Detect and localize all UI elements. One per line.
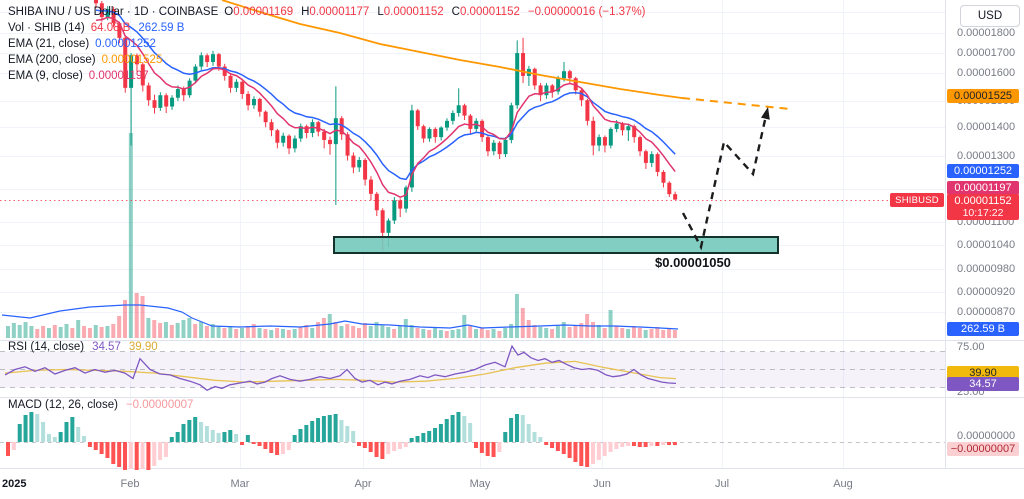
axis-tick-label: 0.00001040 — [957, 239, 1016, 251]
rsi-band — [0, 351, 945, 388]
ema200-legend-value: 0.00001525 — [101, 54, 163, 66]
rsi-line — [4, 344, 677, 391]
ema21-price-badge: 0.00001252 — [947, 164, 1019, 178]
volume-bars — [6, 133, 677, 338]
macd-legend-title: MACD (12, 26, close) — [8, 399, 118, 411]
macd-legend-row[interactable]: MACD (12, 26, close) −0.00000007 — [8, 399, 193, 411]
ema21-legend-title: EMA (21, close) — [8, 38, 90, 50]
support-price-annotation: $0.00001050 — [655, 255, 731, 270]
ema200-projection-dashed — [681, 97, 791, 110]
support-zone-rectangle — [333, 236, 779, 254]
ema21-legend-row[interactable]: EMA (21, close) 0.00001252 — [8, 36, 654, 52]
projection-arrow — [681, 110, 769, 251]
axis-tick-label: 0.00000870 — [957, 306, 1016, 318]
rsi-legend-title: RSI (14, close) — [8, 341, 85, 353]
ohlc-key: H — [301, 6, 310, 18]
rsi-ma-badge: 39.90 — [947, 366, 1019, 380]
ema21-legend-value: 0.00001252 — [95, 38, 156, 50]
time-axis-month-label: May — [469, 478, 491, 490]
ohlc-value: 0.00001152 — [383, 6, 444, 18]
ema9-legend-title: EMA (9, close) — [8, 70, 83, 82]
volume-ma-line — [1, 304, 679, 330]
macd-legend-value: −0.00000007 — [125, 399, 194, 411]
ema200-price-badge: 0.00001525 — [947, 89, 1019, 103]
axis-tick-label: 0.00000000 — [957, 430, 1016, 442]
ohlc-key: C — [451, 6, 460, 18]
ohlc-value: −0.00000016 (−1.37%) — [527, 6, 646, 18]
time-axis[interactable]: 2025 Feb Mar Apr May Jun Jul Aug — [0, 468, 1024, 499]
ema9-legend-row[interactable]: EMA (9, close) 0.00001197 — [8, 68, 654, 84]
ohlc-value: 0.00001177 — [309, 6, 370, 18]
price-axis[interactable]: 0.000018000.000017000.000016000.00001500… — [946, 0, 1024, 468]
axis-tick-label: 0.00001300 — [957, 150, 1016, 162]
axis-tick-label: 0.00001800 — [957, 27, 1016, 39]
symbol-price-chip: SHIBUSD — [890, 193, 944, 207]
last-price-badge: 0.00001152 10:17:22 — [947, 194, 1019, 220]
axis-tick-label: 0.00001600 — [957, 67, 1016, 79]
projection-arrowhead — [761, 107, 770, 120]
ema21-line — [95, 9, 676, 181]
macd-badge: −0.00000007 — [947, 442, 1019, 456]
axis-tick-label: 0.00001700 — [957, 47, 1016, 59]
vol-legend-title: Vol · SHIB (14) — [8, 22, 85, 34]
ema200-legend-title: EMA (200, close) — [8, 54, 96, 66]
vol-legend-value: 262.59 B — [138, 22, 185, 34]
volume-badge: 262.59 B — [947, 322, 1019, 336]
time-axis-month-label: Jul — [714, 478, 730, 490]
time-axis-month-label: Feb — [120, 478, 140, 490]
axis-tick-label: 75.00 — [957, 341, 985, 353]
rsi-legend-value: 39.90 — [128, 341, 158, 353]
time-axis-month-label: Aug — [833, 478, 853, 490]
vol-legend-value: 64.08 B — [90, 22, 131, 34]
axis-tick-label: 0.00000980 — [957, 263, 1016, 275]
rsi-badge: 34.57 — [947, 377, 1019, 391]
time-axis-month-label: Jun — [593, 478, 611, 490]
time-axis-year-label: 2025 — [2, 478, 27, 490]
axis-tick-label: 0.00001400 — [957, 121, 1016, 133]
time-axis-month-label: Apr — [354, 478, 372, 490]
ema200-legend-row[interactable]: EMA (200, close) 0.00001525 — [8, 52, 654, 68]
ohlc-value: 0.00001152 — [459, 6, 520, 18]
macd-histogram — [6, 412, 677, 470]
ema9-price-badge: 0.00001197 — [947, 181, 1019, 195]
ema9-legend-value: 0.00001197 — [88, 70, 149, 82]
ohlc-value: 0.00001169 — [233, 6, 294, 18]
ema9-line — [95, 16, 676, 199]
symbol-title: SHIBA INU / US Dollar · 1D · COINBASE — [8, 6, 219, 18]
ema200-line — [221, 0, 683, 99]
time-axis-month-label: Mar — [230, 478, 250, 490]
rsi-legend-value: 34.57 — [92, 341, 121, 353]
rsi-legend-row[interactable]: RSI (14, close) 34.57 39.90 — [8, 341, 158, 353]
ohlc-key: L — [377, 6, 384, 18]
axis-tick-label: 0.00000920 — [957, 286, 1016, 298]
currency-unit-button[interactable]: USD — [960, 5, 1020, 27]
ohlc-key: O — [224, 6, 234, 18]
vol-legend-row[interactable]: Vol · SHIB (14) 64.08 B 262.59 B — [8, 20, 654, 36]
